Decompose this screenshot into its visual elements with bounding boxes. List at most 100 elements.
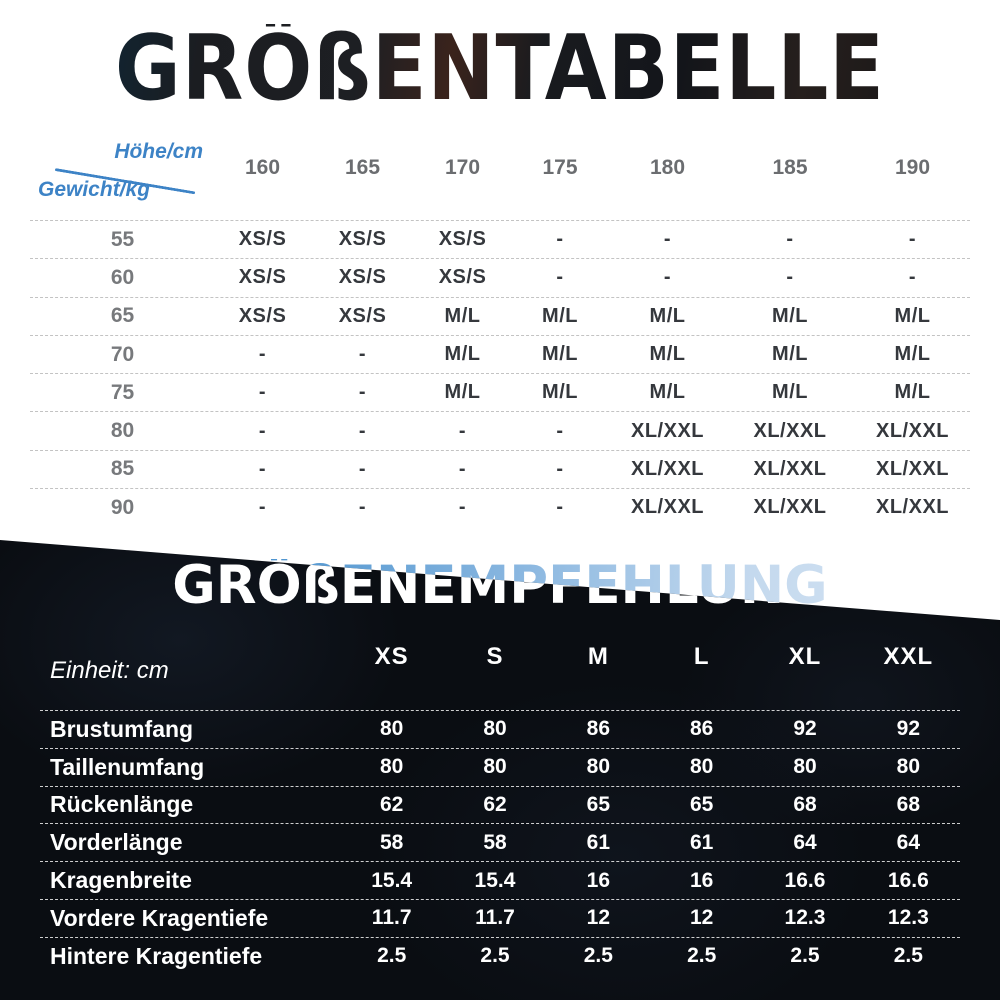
measurement-value: 12 bbox=[689, 906, 714, 930]
size-cell: - bbox=[358, 381, 367, 404]
size-cell: - bbox=[908, 266, 917, 289]
weight-row-header: 75 bbox=[110, 380, 135, 404]
measurement-value: 64 bbox=[896, 830, 920, 854]
measurement-label: Vordere Kragentiefe bbox=[50, 904, 269, 931]
measurement-value: 15.4 bbox=[371, 868, 413, 892]
size-column-header: M bbox=[587, 643, 609, 670]
size-cell: M/L bbox=[894, 381, 931, 404]
weight-row-header: 70 bbox=[110, 342, 135, 366]
table-row: 60 XS/S XS/S XS/S - - - - bbox=[30, 258, 970, 296]
table-row: 80 - - - - XL/XXL XL/XXL XL/XXL bbox=[30, 411, 970, 449]
size-cell: - bbox=[786, 266, 794, 289]
measurement-value: 86 bbox=[689, 717, 714, 741]
measurement-value: 61 bbox=[586, 830, 610, 854]
measurement-value: 92 bbox=[793, 717, 817, 741]
measurement-value: 2.5 bbox=[790, 944, 820, 968]
measurement-value: 80 bbox=[793, 755, 817, 779]
size-cell: - bbox=[556, 228, 564, 251]
size-cell: XS/S bbox=[238, 228, 287, 251]
size-cell: - bbox=[556, 266, 564, 289]
size-chart-rows: 55 XS/S XS/S XS/S - - - - 60 XS/S XS/S XS/S - - - - 65 XS… bbox=[30, 220, 970, 526]
size-cell: - bbox=[908, 228, 917, 251]
size-cell: XS/S bbox=[338, 266, 387, 289]
size-column-header: S bbox=[486, 643, 504, 670]
size-cell: - bbox=[458, 496, 467, 519]
size-cell: - bbox=[663, 228, 672, 251]
weight-axis-label: Gewicht/kg bbox=[38, 178, 151, 201]
size-cell: XS/S bbox=[338, 304, 387, 327]
weight-row-header: 80 bbox=[110, 419, 135, 443]
recommendation-rows: Brustumfang 80 80 86 86 92 92 Taillenumfang 80 80… bbox=[40, 710, 960, 975]
weight-row-header: 90 bbox=[110, 495, 135, 519]
measurement-label: Rückenlänge bbox=[50, 791, 194, 818]
table-row: Brustumfang 80 80 86 86 92 92 bbox=[40, 710, 960, 748]
size-cell: - bbox=[556, 419, 564, 442]
measurement-value: 86 bbox=[586, 717, 610, 741]
size-cell: XL/XXL bbox=[630, 457, 704, 480]
measurement-value: 2.5 bbox=[687, 944, 717, 968]
size-cell: XL/XXL bbox=[753, 496, 827, 519]
size-cell: XL/XXL bbox=[875, 457, 949, 480]
measurement-value: 80 bbox=[896, 755, 920, 779]
size-column-header: L bbox=[693, 643, 710, 670]
measurement-value: 15.4 bbox=[474, 868, 516, 892]
size-cell: M/L bbox=[772, 304, 808, 327]
size-cell: XL/XXL bbox=[753, 419, 827, 442]
measurement-value: 68 bbox=[896, 792, 920, 816]
measurement-value: 80 bbox=[689, 755, 714, 779]
measurement-value: 2.5 bbox=[583, 944, 613, 968]
measurement-value: 16.6 bbox=[784, 868, 826, 892]
unit-label: Einheit: cm bbox=[50, 657, 169, 684]
table-row: 75 - - M/L M/L M/L M/L M/L bbox=[30, 373, 970, 411]
table-row: Taillenumfang 80 80 80 80 80 80 bbox=[40, 747, 960, 786]
measurement-value: 80 bbox=[586, 755, 610, 779]
measurement-value: 16 bbox=[586, 868, 610, 892]
size-cell: - bbox=[258, 496, 267, 519]
measurement-value: 58 bbox=[483, 830, 507, 854]
size-cell: M/L bbox=[542, 343, 578, 366]
measurement-label: Hintere Kragentiefe bbox=[50, 942, 263, 969]
measurement-value: 68 bbox=[793, 792, 817, 816]
table-row: Hintere Kragentiefe 2.5 2.5 2.5 2.5 2.5 2.5 bbox=[40, 936, 960, 975]
measurement-value: 16 bbox=[689, 868, 714, 892]
measurement-label: Vorderlänge bbox=[50, 829, 183, 856]
table-row: Rückenlänge 62 62 65 65 68 68 bbox=[40, 785, 960, 824]
size-cell: - bbox=[458, 419, 467, 442]
table-row: 70 - - M/L M/L M/L M/L M/L bbox=[30, 334, 970, 373]
size-cell: - bbox=[358, 496, 367, 519]
measurement-value: 12.3 bbox=[887, 906, 929, 930]
size-cell: - bbox=[663, 266, 672, 289]
measurement-value: 80 bbox=[379, 717, 404, 741]
size-cell: XL/XXL bbox=[630, 419, 704, 442]
height-column-header: 180 bbox=[649, 156, 686, 179]
size-cell: XS/S bbox=[438, 228, 487, 251]
measurement-value: 65 bbox=[586, 792, 610, 816]
size-cell: XS/S bbox=[238, 304, 287, 327]
size-cell: M/L bbox=[444, 343, 481, 366]
table-row: Vordere Kragentiefe 11.7 11.7 12 12 12.3 12.3 bbox=[40, 898, 960, 937]
size-column-header: XXL bbox=[883, 643, 934, 670]
measurement-value: 62 bbox=[483, 792, 507, 816]
size-cell: - bbox=[258, 419, 267, 442]
measurement-value: 80 bbox=[379, 755, 404, 779]
measurement-value: 11.7 bbox=[475, 906, 515, 930]
measurement-value: 65 bbox=[689, 792, 714, 816]
measurement-value: 11.7 bbox=[371, 906, 412, 930]
size-cell: XS/S bbox=[238, 266, 287, 289]
size-cell: - bbox=[556, 496, 564, 519]
measurement-value: 80 bbox=[483, 755, 507, 779]
size-cell: M/L bbox=[894, 343, 931, 366]
table-row: 65 XS/S XS/S M/L M/L M/L M/L M/L bbox=[30, 296, 970, 335]
recommendation-columns: XS S M L XL XXL bbox=[40, 640, 960, 674]
measurement-value: 80 bbox=[483, 717, 507, 741]
measurement-value: 2.5 bbox=[480, 944, 510, 968]
size-cell: XS/S bbox=[438, 266, 487, 289]
height-axis-label: Höhe/cm bbox=[114, 140, 203, 163]
measurement-value: 2.5 bbox=[377, 944, 407, 968]
weight-row-header: 65 bbox=[110, 304, 135, 328]
size-column-header: XS bbox=[374, 643, 409, 670]
height-column-header: 175 bbox=[542, 156, 578, 179]
measurement-label: Taillenumfang bbox=[50, 753, 205, 780]
weight-row-header: 60 bbox=[110, 265, 135, 289]
measurement-value: 92 bbox=[896, 717, 920, 741]
